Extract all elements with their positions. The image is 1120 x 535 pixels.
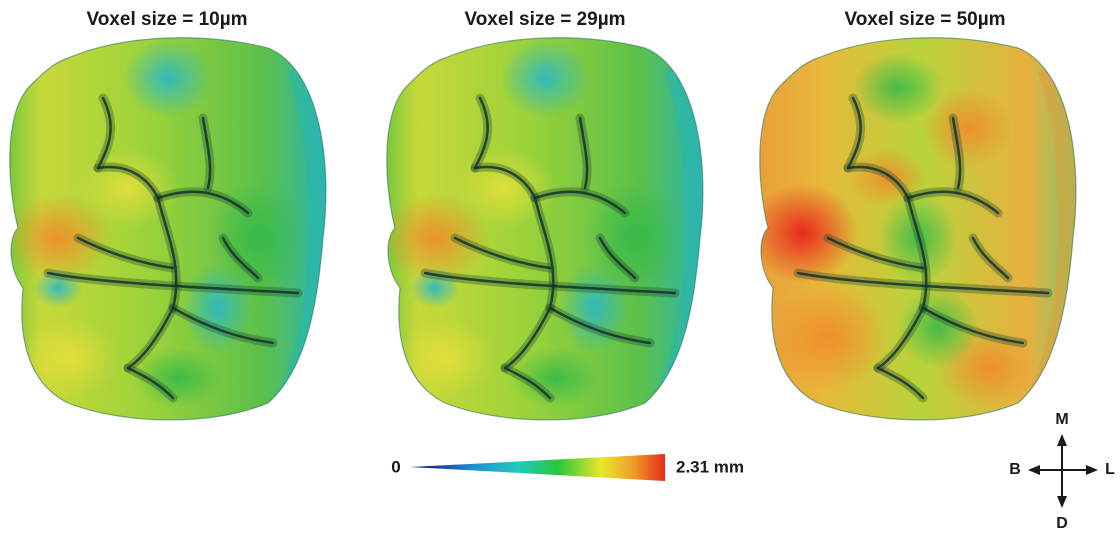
color-patch [923, 88, 1013, 168]
tooth [748, 38, 1076, 420]
panel-title: Voxel size = 29µm [464, 9, 625, 30]
colorbar-min-label: 0 [391, 457, 400, 476]
compass-arrow [1057, 434, 1067, 446]
color-patch [768, 283, 888, 393]
figure: Voxel size = 10µm Voxel size = 29µm Voxe… [0, 0, 1120, 535]
color-patch [18, 318, 118, 398]
color-patch [395, 318, 495, 398]
color-patch [123, 38, 213, 118]
teeth [3, 38, 1076, 420]
compass-label: B [1009, 461, 1021, 478]
panel-title: Voxel size = 10µm [86, 9, 247, 30]
tooth [380, 38, 703, 420]
colorbar-wedge [410, 454, 665, 481]
colorbar-max-label: 2.31 mm [676, 457, 744, 476]
compass-arrow [1028, 465, 1040, 475]
compass-label: L [1105, 461, 1115, 478]
panel-title: Voxel size = 50µm [844, 9, 1005, 30]
compass-label: M [1055, 411, 1068, 428]
compass-arrow [1057, 496, 1067, 508]
colorbar: 0 2.31 mm [391, 454, 744, 481]
compass-arrow [1086, 465, 1098, 475]
compass [1028, 434, 1098, 508]
color-patch [500, 38, 590, 118]
compass-label: D [1056, 515, 1068, 532]
tooth [3, 38, 326, 420]
